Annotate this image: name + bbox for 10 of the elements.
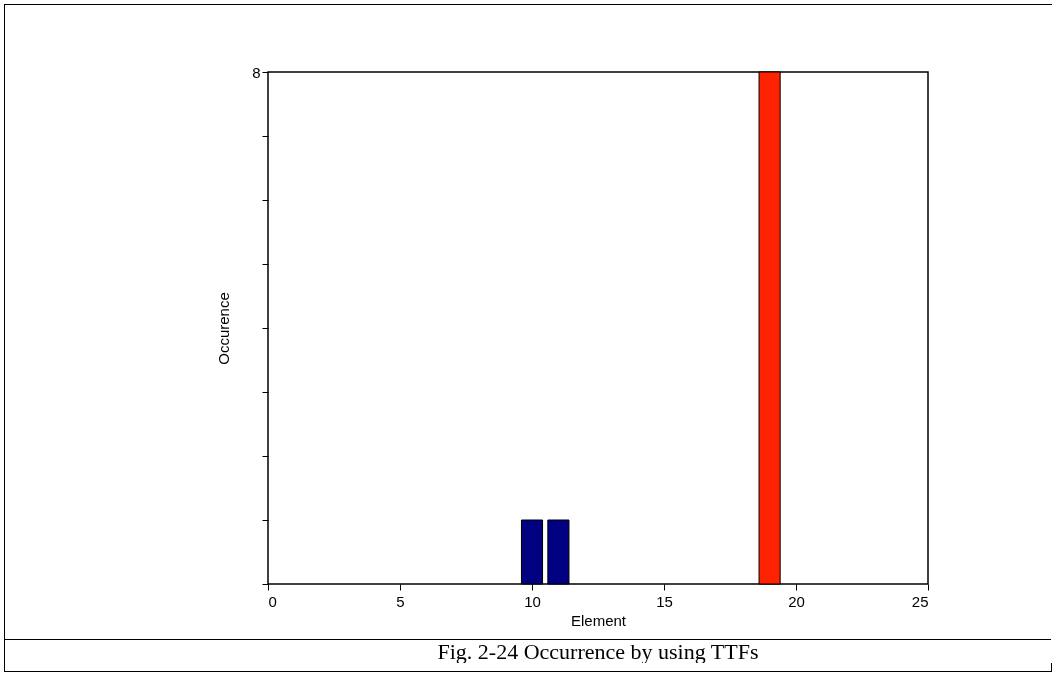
y-axis-title: Occurence (215, 292, 233, 365)
x-tick-label: 0 (268, 592, 277, 610)
x-axis-title: Element (570, 611, 627, 629)
text: Fig. 2-24 Occurrence by using TTFs (437, 639, 759, 664)
x-tick-label: 15 (656, 592, 673, 610)
x-tick-label: 10 (524, 592, 541, 610)
y-tick-label: 8 (252, 63, 261, 81)
x-tick-label: 25 (911, 592, 929, 610)
x-tick-label: 20 (788, 592, 805, 610)
x-tick-label: 5 (396, 592, 405, 610)
